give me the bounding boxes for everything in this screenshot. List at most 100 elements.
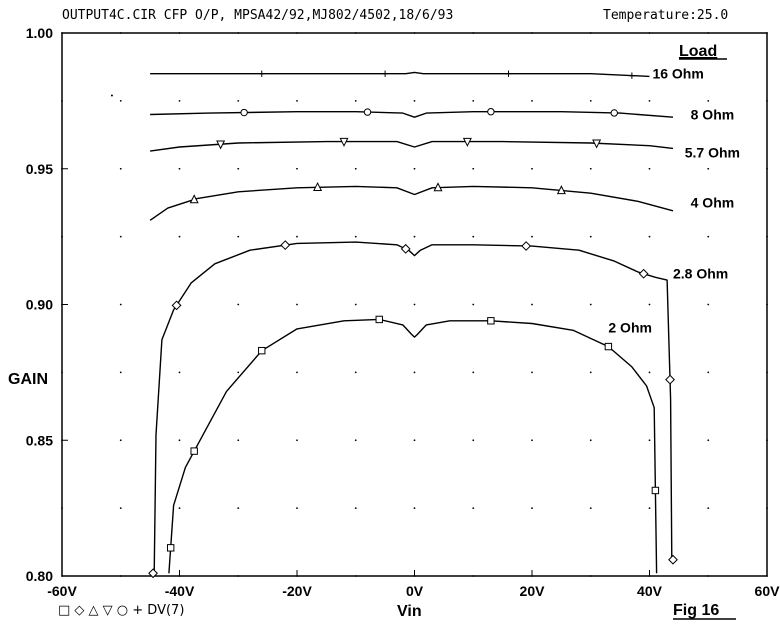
grid-dot [472,235,475,238]
grid-dot [178,167,181,170]
grid-dot [648,439,651,442]
data-point-marker [240,108,248,117]
grid-dot [296,303,298,306]
x-tick-label: -20V [282,583,312,599]
grid-dot [237,439,240,442]
grid-dot [237,507,240,510]
y-tick-label: 0.80 [26,568,53,584]
series-label: 8 Ohm [691,106,735,122]
data-point-marker [665,374,675,385]
grid-dot [413,439,416,442]
grid-dot [354,99,357,102]
data-point-marker [604,342,613,351]
grid-dot [237,303,240,306]
data-point-marker [487,108,495,116]
x-tick-label: -60V [47,583,77,599]
data-point-marker [610,109,618,117]
grid-dot [413,507,416,510]
figure-label: Fig 16 [673,602,719,619]
data-point-marker [487,317,495,325]
grid-dot [531,371,533,374]
legend-title: Load [679,43,717,60]
grid-dot [707,99,710,102]
grid-dot [472,99,475,102]
data-point-marker [166,544,175,552]
grid-dot [589,371,592,374]
data-point-marker [171,300,182,311]
series-line [149,185,674,221]
x-tick-label: 0V [406,583,424,599]
x-tick-label: -40V [165,583,195,599]
y-tick-label: 0.90 [26,297,53,313]
grid-dot [648,507,651,510]
grid-dot [472,303,475,306]
grid-dot [119,439,122,442]
grid-dot [354,303,357,306]
grid-dot [589,235,592,238]
grid-dot [589,507,592,510]
series-line [150,110,674,118]
grid-dot [472,167,475,170]
grid-dot [707,235,710,238]
y-axis-label: GAIN [8,371,48,388]
y-tick-label: 0.85 [26,432,53,448]
series-label: 16 Ohm [652,66,703,82]
x-tick-label: 40V [637,583,663,599]
data-point-marker [189,194,199,204]
grid-dot [119,507,122,510]
grid-dot [531,303,533,306]
y-tick-label: 1.00 [26,25,53,41]
grid-dot [707,167,710,170]
grid-dot [354,235,357,238]
grid-dot [119,235,122,238]
grid-dot [531,507,533,510]
grid-dot [296,507,298,510]
grid-dot [531,167,533,170]
grid-dot [354,439,357,442]
grid-dot [354,167,357,170]
grid-dot [354,507,357,510]
grid-dot [648,167,651,170]
series-label: 2.8 Ohm [673,265,728,281]
grid-dot [589,167,592,170]
grid-dot [472,439,475,442]
x-tick-label: 20V [520,583,546,599]
data-point-marker [668,554,678,565]
stray-dot [110,94,113,97]
data-point-marker [375,315,383,324]
data-point-marker [400,243,411,254]
grid-dot [707,439,710,442]
data-point-marker [148,568,158,579]
marker-legend: □ ◇ △ ▽ ○ + DV(7) [58,603,184,618]
grid-dot [648,235,651,238]
grid-dot [413,99,416,102]
chart-header-temperature: Temperature:25.0 [603,8,728,23]
grid-dot [237,235,240,238]
grid-dot [413,167,416,170]
data-point-marker [313,181,323,191]
grid-dot [119,303,122,306]
grid-dot [531,235,533,238]
grid-dot [531,439,533,442]
series-line [150,71,650,78]
grid-dot [531,99,533,102]
data-point-marker [363,108,372,116]
series-label: 5.7 Ohm [685,144,740,160]
grid-dot [296,439,298,442]
grid-dot [178,99,181,102]
grid-dot [119,99,122,102]
data-point-marker [433,182,443,192]
data-point-marker [556,185,566,195]
data-point-marker [651,486,660,495]
grid-dot [237,371,240,374]
grid-dot [296,99,298,102]
grid-dot [589,303,592,306]
grid-dot [119,167,122,170]
data-point-marker [258,346,266,355]
grid-dot [413,371,416,374]
grid-dot [413,303,416,306]
grid-dot [648,371,651,374]
grid-dot [707,371,710,374]
axes: -60V -40V -20V 0V 20V 40V 60V 0.80 0.85 0.90 0.95 1… [26,25,780,599]
chart-header-title: OUTPUT4C.CIR CFP O/P, MPSA42/92,MJ802/45… [62,8,453,23]
